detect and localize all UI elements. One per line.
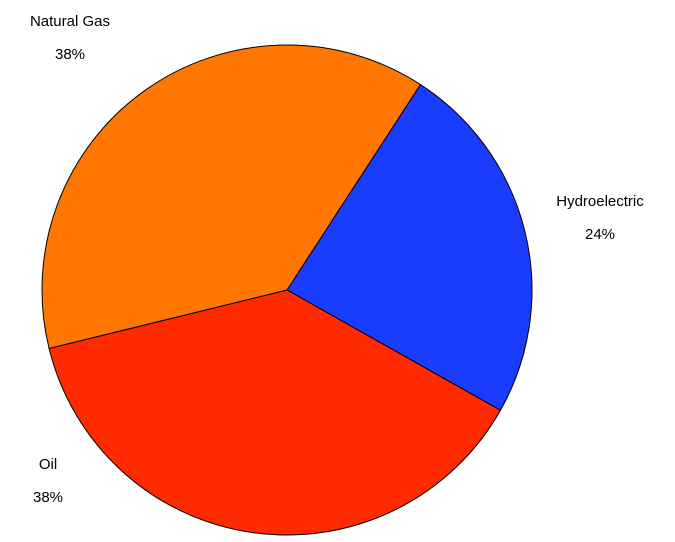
slice-value-label: 38% — [33, 489, 63, 506]
slice-label: Hydroelectric — [556, 193, 644, 210]
pie-slice — [286, 83, 533, 411]
slice-value-label: 38% — [55, 46, 85, 63]
slice-value-label: 24% — [585, 226, 615, 243]
pie-slice — [41, 44, 422, 350]
slice-label: Natural Gas — [30, 13, 110, 30]
pie-slice — [48, 289, 502, 536]
slice-label: Oil — [39, 456, 57, 473]
